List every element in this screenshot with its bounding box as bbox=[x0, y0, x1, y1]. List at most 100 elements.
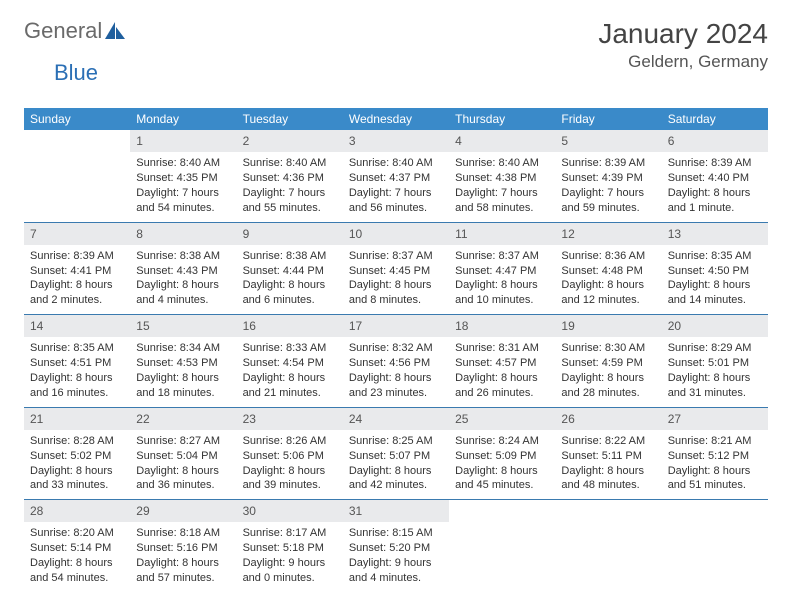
sunset-text: Sunset: 5:16 PM bbox=[136, 541, 230, 556]
daylight-text-1: Daylight: 8 hours bbox=[349, 464, 443, 479]
daylight-text-2: and 21 minutes. bbox=[243, 386, 337, 401]
day-content: Sunrise: 8:38 AMSunset: 4:43 PMDaylight:… bbox=[130, 245, 236, 314]
sunset-text: Sunset: 5:04 PM bbox=[136, 449, 230, 464]
sunrise-text: Sunrise: 8:36 AM bbox=[561, 249, 655, 264]
calendar-day-cell: 26Sunrise: 8:22 AMSunset: 5:11 PMDayligh… bbox=[555, 407, 661, 500]
daylight-text-2: and 1 minute. bbox=[668, 201, 762, 216]
daylight-text-2: and 56 minutes. bbox=[349, 201, 443, 216]
sunrise-text: Sunrise: 8:35 AM bbox=[668, 249, 762, 264]
day-number: 12 bbox=[555, 223, 661, 245]
day-number: 30 bbox=[237, 500, 343, 522]
daylight-text-2: and 59 minutes. bbox=[561, 201, 655, 216]
day-number: 8 bbox=[130, 223, 236, 245]
day-content: Sunrise: 8:37 AMSunset: 4:47 PMDaylight:… bbox=[449, 245, 555, 314]
sunrise-text: Sunrise: 8:37 AM bbox=[455, 249, 549, 264]
day-content: Sunrise: 8:31 AMSunset: 4:57 PMDaylight:… bbox=[449, 337, 555, 406]
calendar-day-cell: 13Sunrise: 8:35 AMSunset: 4:50 PMDayligh… bbox=[662, 222, 768, 315]
sunrise-text: Sunrise: 8:17 AM bbox=[243, 526, 337, 541]
sunset-text: Sunset: 4:51 PM bbox=[30, 356, 124, 371]
day-number: 6 bbox=[662, 130, 768, 152]
sunset-text: Sunset: 4:43 PM bbox=[136, 264, 230, 279]
weekday-header: Saturday bbox=[662, 108, 768, 130]
calendar-body: 1Sunrise: 8:40 AMSunset: 4:35 PMDaylight… bbox=[24, 130, 768, 592]
sunset-text: Sunset: 4:50 PM bbox=[668, 264, 762, 279]
day-content: Sunrise: 8:22 AMSunset: 5:11 PMDaylight:… bbox=[555, 430, 661, 499]
sunrise-text: Sunrise: 8:40 AM bbox=[243, 156, 337, 171]
calendar-day-cell: 5Sunrise: 8:39 AMSunset: 4:39 PMDaylight… bbox=[555, 130, 661, 222]
calendar-day-cell: 1Sunrise: 8:40 AMSunset: 4:35 PMDaylight… bbox=[130, 130, 236, 222]
calendar-day-cell: 24Sunrise: 8:25 AMSunset: 5:07 PMDayligh… bbox=[343, 407, 449, 500]
sunset-text: Sunset: 5:12 PM bbox=[668, 449, 762, 464]
calendar-day-cell: 4Sunrise: 8:40 AMSunset: 4:38 PMDaylight… bbox=[449, 130, 555, 222]
sunset-text: Sunset: 4:56 PM bbox=[349, 356, 443, 371]
sunset-text: Sunset: 5:06 PM bbox=[243, 449, 337, 464]
sunset-text: Sunset: 4:45 PM bbox=[349, 264, 443, 279]
daylight-text-1: Daylight: 8 hours bbox=[30, 371, 124, 386]
day-number: 5 bbox=[555, 130, 661, 152]
sunset-text: Sunset: 4:59 PM bbox=[561, 356, 655, 371]
day-number: 22 bbox=[130, 408, 236, 430]
day-number: 29 bbox=[130, 500, 236, 522]
daylight-text-2: and 14 minutes. bbox=[668, 293, 762, 308]
calendar-empty-cell bbox=[555, 500, 661, 592]
daylight-text-2: and 55 minutes. bbox=[243, 201, 337, 216]
day-number: 21 bbox=[24, 408, 130, 430]
day-content: Sunrise: 8:39 AMSunset: 4:41 PMDaylight:… bbox=[24, 245, 130, 314]
calendar-day-cell: 21Sunrise: 8:28 AMSunset: 5:02 PMDayligh… bbox=[24, 407, 130, 500]
sunset-text: Sunset: 5:20 PM bbox=[349, 541, 443, 556]
daylight-text-2: and 16 minutes. bbox=[30, 386, 124, 401]
day-number: 7 bbox=[24, 223, 130, 245]
daylight-text-1: Daylight: 8 hours bbox=[668, 464, 762, 479]
daylight-text-1: Daylight: 7 hours bbox=[136, 186, 230, 201]
daylight-text-1: Daylight: 8 hours bbox=[455, 278, 549, 293]
daylight-text-1: Daylight: 8 hours bbox=[30, 464, 124, 479]
calendar-day-cell: 8Sunrise: 8:38 AMSunset: 4:43 PMDaylight… bbox=[130, 222, 236, 315]
day-number: 9 bbox=[237, 223, 343, 245]
sunrise-text: Sunrise: 8:33 AM bbox=[243, 341, 337, 356]
calendar-day-cell: 28Sunrise: 8:20 AMSunset: 5:14 PMDayligh… bbox=[24, 500, 130, 592]
day-number: 27 bbox=[662, 408, 768, 430]
calendar-week-row: 21Sunrise: 8:28 AMSunset: 5:02 PMDayligh… bbox=[24, 407, 768, 500]
day-content: Sunrise: 8:39 AMSunset: 4:40 PMDaylight:… bbox=[662, 152, 768, 221]
calendar-day-cell: 25Sunrise: 8:24 AMSunset: 5:09 PMDayligh… bbox=[449, 407, 555, 500]
calendar-day-cell: 31Sunrise: 8:15 AMSunset: 5:20 PMDayligh… bbox=[343, 500, 449, 592]
daylight-text-2: and 58 minutes. bbox=[455, 201, 549, 216]
day-content: Sunrise: 8:35 AMSunset: 4:50 PMDaylight:… bbox=[662, 245, 768, 314]
sunset-text: Sunset: 4:54 PM bbox=[243, 356, 337, 371]
calendar-day-cell: 15Sunrise: 8:34 AMSunset: 4:53 PMDayligh… bbox=[130, 315, 236, 408]
calendar-day-cell: 17Sunrise: 8:32 AMSunset: 4:56 PMDayligh… bbox=[343, 315, 449, 408]
sunrise-text: Sunrise: 8:38 AM bbox=[136, 249, 230, 264]
sunset-text: Sunset: 4:40 PM bbox=[668, 171, 762, 186]
calendar-day-cell: 14Sunrise: 8:35 AMSunset: 4:51 PMDayligh… bbox=[24, 315, 130, 408]
sunrise-text: Sunrise: 8:24 AM bbox=[455, 434, 549, 449]
daylight-text-1: Daylight: 8 hours bbox=[349, 371, 443, 386]
daylight-text-2: and 45 minutes. bbox=[455, 478, 549, 493]
calendar-day-cell: 22Sunrise: 8:27 AMSunset: 5:04 PMDayligh… bbox=[130, 407, 236, 500]
logo-text-2: Blue bbox=[54, 60, 98, 85]
daylight-text-1: Daylight: 8 hours bbox=[668, 371, 762, 386]
daylight-text-1: Daylight: 7 hours bbox=[243, 186, 337, 201]
sunrise-text: Sunrise: 8:18 AM bbox=[136, 526, 230, 541]
calendar-day-cell: 9Sunrise: 8:38 AMSunset: 4:44 PMDaylight… bbox=[237, 222, 343, 315]
daylight-text-2: and 26 minutes. bbox=[455, 386, 549, 401]
sunrise-text: Sunrise: 8:40 AM bbox=[455, 156, 549, 171]
daylight-text-2: and 2 minutes. bbox=[30, 293, 124, 308]
sunset-text: Sunset: 5:07 PM bbox=[349, 449, 443, 464]
daylight-text-1: Daylight: 8 hours bbox=[243, 371, 337, 386]
day-content: Sunrise: 8:36 AMSunset: 4:48 PMDaylight:… bbox=[555, 245, 661, 314]
calendar-empty-cell bbox=[449, 500, 555, 592]
daylight-text-2: and 51 minutes. bbox=[668, 478, 762, 493]
day-number: 10 bbox=[343, 223, 449, 245]
sunrise-text: Sunrise: 8:39 AM bbox=[561, 156, 655, 171]
calendar-day-cell: 6Sunrise: 8:39 AMSunset: 4:40 PMDaylight… bbox=[662, 130, 768, 222]
weekday-header: Sunday bbox=[24, 108, 130, 130]
calendar-day-cell: 29Sunrise: 8:18 AMSunset: 5:16 PMDayligh… bbox=[130, 500, 236, 592]
logo-sail-icon bbox=[104, 21, 126, 41]
day-number: 1 bbox=[130, 130, 236, 152]
day-number: 2 bbox=[237, 130, 343, 152]
calendar-day-cell: 18Sunrise: 8:31 AMSunset: 4:57 PMDayligh… bbox=[449, 315, 555, 408]
day-content: Sunrise: 8:33 AMSunset: 4:54 PMDaylight:… bbox=[237, 337, 343, 406]
day-number: 24 bbox=[343, 408, 449, 430]
daylight-text-2: and 33 minutes. bbox=[30, 478, 124, 493]
day-number: 13 bbox=[662, 223, 768, 245]
